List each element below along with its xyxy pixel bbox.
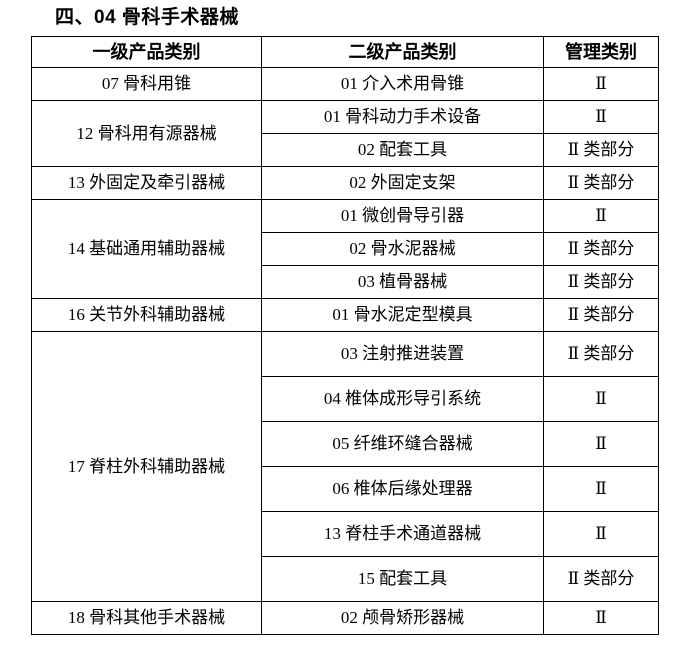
table-row: 17 脊柱外科辅助器械 03 注射推进装置 Ⅱ 类部分 (31, 331, 659, 602)
management-class-cell: Ⅱ (543, 376, 659, 422)
table-row: 13 脊柱手术通道器械 Ⅱ (32, 511, 659, 557)
table-row: 06 椎体后缘处理器 Ⅱ (32, 466, 659, 512)
secondary-category-cell: 02 骨水泥器械 (261, 232, 544, 266)
table-row: 04 椎体成形导引系统 Ⅱ (32, 376, 659, 422)
primary-category-cell: 16 关节外科辅助器械 (31, 298, 262, 332)
management-class-cell: Ⅱ (543, 511, 659, 557)
management-class-cell: Ⅱ (543, 67, 659, 101)
management-class-cell: Ⅱ 类部分 (543, 166, 659, 200)
secondary-category-cell: 15 配套工具 (261, 556, 544, 602)
table-row: 16 关节外科辅助器械 01 骨水泥定型模具 Ⅱ 类部分 (31, 298, 659, 332)
primary-category-cell: 14 基础通用辅助器械 (31, 199, 262, 299)
table-body: 07 骨科用锥 01 介入术用骨锥 Ⅱ 12 骨科用有源器械 01 骨科动力手术设备 Ⅱ 0… (31, 67, 659, 635)
primary-category-cell: 07 骨科用锥 (31, 67, 262, 101)
management-class-cell: Ⅱ 类部分 (543, 331, 659, 377)
table-header-row: 一级产品类别 二级产品类别 管理类别 (31, 36, 659, 68)
column-header-management-class: 管理类别 (543, 36, 659, 68)
management-class-cell: Ⅱ (543, 466, 659, 512)
table-row: 07 骨科用锥 01 介入术用骨锥 Ⅱ (31, 67, 659, 101)
primary-category-cell: 18 骨科其他手术器械 (31, 601, 262, 635)
primary-category-cell: 17 脊柱外科辅助器械 (31, 331, 262, 602)
management-class-cell: Ⅱ 类部分 (543, 133, 659, 167)
column-header-secondary-category: 二级产品类别 (261, 36, 544, 68)
management-class-cell: Ⅱ (543, 100, 659, 134)
table-row: 13 外固定及牵引器械 02 外固定支架 Ⅱ 类部分 (31, 166, 659, 200)
table-row: 12 骨科用有源器械 01 骨科动力手术设备 Ⅱ (31, 100, 659, 167)
management-class-cell: Ⅱ 类部分 (543, 232, 659, 266)
secondary-category-cell: 13 脊柱手术通道器械 (261, 511, 544, 557)
page-title: 四、04 骨科手术器械 (55, 7, 239, 28)
product-category-table: 一级产品类别 二级产品类别 管理类别 07 骨科用锥 01 介入术用骨锥 Ⅱ 12 骨… (31, 36, 659, 635)
secondary-category-cell: 02 颅骨矫形器械 (261, 601, 544, 635)
table-header: 一级产品类别 二级产品类别 管理类别 (31, 36, 659, 68)
table-row: 14 基础通用辅助器械 01 微创骨导引器 Ⅱ (31, 199, 659, 299)
secondary-category-cell: 02 外固定支架 (261, 166, 544, 200)
primary-category-cell: 12 骨科用有源器械 (31, 100, 262, 167)
management-class-cell: Ⅱ 类部分 (543, 265, 659, 299)
primary-category-cell: 13 外固定及牵引器械 (31, 166, 262, 200)
secondary-category-cell: 05 纤维环缝合器械 (261, 421, 544, 467)
table-row: 02 配套工具 Ⅱ 类部分 (32, 133, 659, 167)
management-class-cell: Ⅱ (543, 601, 659, 635)
secondary-category-cell: 01 骨科动力手术设备 (261, 100, 544, 134)
table-row: 18 骨科其他手术器械 02 颅骨矫形器械 Ⅱ (31, 601, 659, 635)
management-class-cell: Ⅱ (543, 199, 659, 233)
secondary-category-cell: 03 注射推进装置 (261, 331, 544, 377)
table-row: 15 配套工具 Ⅱ 类部分 (32, 556, 659, 602)
secondary-category-cell: 02 配套工具 (261, 133, 544, 167)
secondary-category-cell: 04 椎体成形导引系统 (261, 376, 544, 422)
management-class-cell: Ⅱ (543, 421, 659, 467)
secondary-category-cell: 06 椎体后缘处理器 (261, 466, 544, 512)
management-class-cell: Ⅱ 类部分 (543, 298, 659, 332)
column-header-primary-category: 一级产品类别 (31, 36, 262, 68)
secondary-category-cell: 01 介入术用骨锥 (261, 67, 544, 101)
secondary-category-cell: 01 微创骨导引器 (261, 199, 544, 233)
management-class-cell: Ⅱ 类部分 (543, 556, 659, 602)
secondary-category-cell: 03 植骨器械 (261, 265, 544, 299)
secondary-category-cell: 01 骨水泥定型模具 (261, 298, 544, 332)
table-row: 03 植骨器械 Ⅱ 类部分 (32, 265, 659, 299)
